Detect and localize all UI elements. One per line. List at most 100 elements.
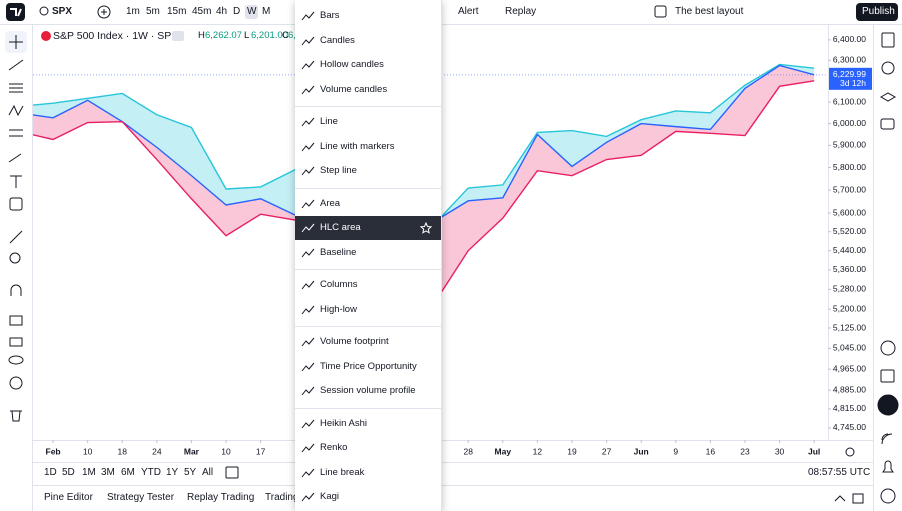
- search-icon[interactable]: [39, 6, 49, 16]
- settings-icon[interactable]: [845, 447, 855, 457]
- layout-name[interactable]: The best layout: [675, 6, 744, 17]
- menu-item[interactable]: Session volume profile: [295, 379, 441, 403]
- layout-checkbox[interactable]: [654, 5, 667, 18]
- menu-icon-glyph: [301, 199, 315, 208]
- chat-icon[interactable]: [880, 118, 895, 130]
- alert-button[interactable]: Alert: [458, 6, 479, 17]
- menu-item[interactable]: Step line: [295, 159, 441, 183]
- menu-item[interactable]: Hollow candles: [295, 53, 441, 77]
- interval-button[interactable]: W: [245, 5, 259, 19]
- bottom-tab[interactable]: Strategy Tester: [107, 492, 175, 503]
- help-icon[interactable]: [880, 488, 896, 504]
- menu-item[interactable]: Time Price Opportunity: [295, 355, 441, 379]
- layers-icon[interactable]: [879, 92, 897, 102]
- interval-button[interactable]: 5m: [146, 6, 160, 17]
- publish-label[interactable]: Publish: [862, 6, 895, 17]
- stream-icon[interactable]: [881, 433, 893, 445]
- bottom-tab[interactable]: Pine Editor: [44, 492, 93, 503]
- interval-button[interactable]: 15m: [167, 6, 187, 17]
- menu-divider: [295, 326, 441, 327]
- target-icon[interactable]: [880, 340, 896, 356]
- menu-item[interactable]: Renko: [295, 436, 441, 460]
- legend-collapse[interactable]: [172, 31, 184, 41]
- replay-button[interactable]: Replay: [505, 6, 537, 17]
- interval-button[interactable]: M: [262, 6, 271, 17]
- menu-item[interactable]: Line: [295, 110, 441, 134]
- tree-tool[interactable]: [9, 376, 23, 390]
- menu-divider: [295, 407, 441, 409]
- favorite-star[interactable]: [420, 222, 432, 234]
- menu-icon-glyph: [301, 419, 315, 428]
- menu-icon: [301, 36, 315, 45]
- y-tick-label: 5,440.00: [833, 245, 866, 255]
- collapse-icon[interactable]: [834, 495, 846, 502]
- y-tick-label: 5,125.00: [833, 322, 866, 332]
- range-button[interactable]: 3M: [101, 467, 115, 478]
- menu-icon-glyph: [301, 11, 315, 21]
- compare-icon[interactable]: [97, 5, 111, 19]
- watchlist-icon[interactable]: [881, 32, 895, 48]
- zoom-tool[interactable]: [9, 252, 21, 264]
- bell-icon[interactable]: [882, 460, 894, 473]
- range-button[interactable]: All: [202, 467, 214, 478]
- stay-tool[interactable]: [9, 315, 23, 326]
- ruler-tool[interactable]: [9, 230, 23, 244]
- menu-item[interactable]: Line break: [295, 461, 441, 485]
- menu-icon-glyph: [301, 85, 315, 94]
- alerts-icon[interactable]: [881, 61, 895, 75]
- range-button[interactable]: 1Y: [166, 467, 179, 478]
- range-button[interactable]: 5D: [62, 467, 75, 478]
- menu-item[interactable]: Candles: [295, 29, 441, 53]
- fib-tool[interactable]: [9, 83, 23, 93]
- menu-item[interactable]: Volume footprint: [295, 330, 441, 354]
- symbol[interactable]: SPX: [52, 6, 73, 17]
- menu-icon-glyph: [301, 386, 315, 396]
- range-button[interactable]: 1M: [82, 467, 96, 478]
- menu-item[interactable]: Volume candles: [295, 78, 441, 102]
- range-button[interactable]: YTD: [141, 467, 161, 478]
- apps-icon[interactable]: [877, 394, 899, 416]
- menu-item[interactable]: HLC area: [295, 216, 441, 240]
- menu-item[interactable]: Kagi: [295, 485, 441, 509]
- icon-tool[interactable]: [9, 197, 23, 211]
- menu-item[interactable]: Area: [295, 192, 441, 216]
- interval-button[interactable]: 45m: [192, 6, 212, 17]
- menu-icon: [301, 337, 315, 347]
- trash-tool[interactable]: [10, 410, 22, 422]
- menu-icon: [301, 468, 315, 477]
- range-button[interactable]: 1D: [44, 467, 57, 478]
- range-button[interactable]: 6M: [121, 467, 135, 478]
- crosshair-tool[interactable]: [9, 35, 23, 49]
- range-button[interactable]: 5Y: [184, 467, 197, 478]
- maximize-icon[interactable]: [852, 493, 864, 504]
- magnet-tool[interactable]: [10, 284, 22, 296]
- interval-button[interactable]: 1m: [126, 6, 140, 17]
- menu-item[interactable]: Baseline: [295, 241, 441, 265]
- hide-tool[interactable]: [8, 355, 24, 365]
- menu-item-label: High-low: [320, 303, 357, 315]
- menu-item[interactable]: High-low: [295, 298, 441, 322]
- publish-button[interactable]: [856, 3, 898, 21]
- menu-icon-glyph: [301, 468, 315, 477]
- trend-tool[interactable]: [8, 59, 24, 71]
- bottom-tab[interactable]: Replay Trading: [187, 492, 255, 503]
- interval-button[interactable]: D: [233, 6, 241, 17]
- text-tool[interactable]: [10, 175, 22, 188]
- forecast-tool[interactable]: [9, 129, 23, 137]
- menu-item[interactable]: Bars: [295, 4, 441, 28]
- menu-item-label: Time Price Opportunity: [320, 360, 417, 372]
- bottom-tab[interactable]: Trading: [265, 492, 299, 503]
- lock-tool[interactable]: [9, 337, 23, 347]
- brush-tool[interactable]: [8, 153, 22, 163]
- menu-item-label: Renko: [320, 442, 348, 453]
- calendar-icon[interactable]: [880, 369, 895, 383]
- interval-button[interactable]: 4h: [216, 6, 228, 17]
- menu-item[interactable]: Columns: [295, 273, 441, 297]
- menu-item[interactable]: Heikin Ashi: [295, 412, 441, 436]
- clock: 08:57:55 UTC: [808, 467, 871, 478]
- menu-icon-glyph: [301, 117, 315, 127]
- y-tick-label: 5,045.00: [833, 343, 866, 353]
- date-range-icon[interactable]: [225, 466, 239, 479]
- pattern-tool[interactable]: [8, 104, 24, 117]
- menu-item[interactable]: Line with markers: [295, 135, 441, 159]
